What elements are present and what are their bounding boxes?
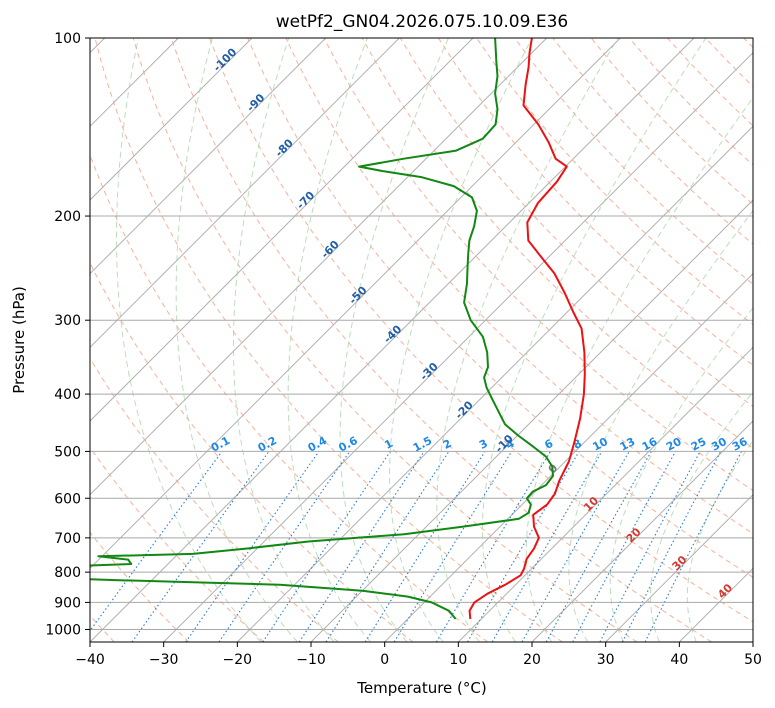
plot-background xyxy=(90,38,753,642)
mixing-ratio-line xyxy=(621,451,722,642)
mixing-ratio-line xyxy=(131,451,270,642)
y-axis-ticks: 100 200 300 400 500 600 700 800 900 1000 xyxy=(45,31,90,638)
mixing-ratio-line xyxy=(644,451,742,642)
y-tick-label: 300 xyxy=(54,313,81,329)
isotherm-line xyxy=(605,493,753,642)
y-tick-label: 200 xyxy=(54,209,81,225)
isotherm-line xyxy=(90,38,253,201)
dry-adiabat-line xyxy=(285,38,753,535)
mixing-ratio-line xyxy=(90,451,223,632)
dry-adiabat-line xyxy=(90,357,339,642)
isotherm-line xyxy=(90,38,548,496)
moist-adiabat-line xyxy=(609,307,753,642)
background-lines xyxy=(90,38,753,642)
isotherm-line xyxy=(384,272,753,642)
mixing-ratio-label: 25 xyxy=(689,435,709,454)
dry-adiabat-line xyxy=(132,38,638,642)
y-tick-label: 600 xyxy=(54,491,81,507)
moist-adiabat-line xyxy=(233,38,335,642)
dry-adiabat-line xyxy=(514,38,753,285)
x-tick-label: −30 xyxy=(149,652,179,668)
moist-adiabat-line xyxy=(116,38,262,642)
moist-adiabat-line xyxy=(525,96,753,642)
x-tick-label: 40 xyxy=(670,652,688,668)
mixing-ratio-label: 16 xyxy=(640,435,660,454)
mixing-ratio-line xyxy=(298,451,425,642)
moist-adiabat-line xyxy=(650,391,753,642)
mixing-ratio-line xyxy=(262,451,391,642)
dry-adiabat-line xyxy=(90,261,414,642)
isotherm-line xyxy=(236,125,753,642)
isotherm-line xyxy=(90,38,621,570)
x-tick-label: 10 xyxy=(449,652,467,668)
x-tick-label: 50 xyxy=(744,652,762,668)
mixing-ratio-label: 30 xyxy=(709,435,729,454)
y-tick-label: 800 xyxy=(54,565,81,581)
y-tick-label: 500 xyxy=(54,444,81,460)
isotherm-line xyxy=(752,641,753,642)
y-tick-label: 100 xyxy=(54,31,81,47)
mixing-ratio-label: 36 xyxy=(730,435,750,454)
mixing-ratio-line xyxy=(325,451,450,642)
mixing-ratio-line xyxy=(545,451,652,642)
mixing-ratio-line xyxy=(572,451,676,642)
x-axis-label: Temperature (°C) xyxy=(356,679,486,697)
dewpoint-profile-line xyxy=(90,38,554,620)
y-axis-label: Pressure (hPa) xyxy=(10,286,28,394)
isotherm-line xyxy=(90,38,400,349)
moist-adiabat-line xyxy=(481,38,707,642)
x-axis-ticks: −40 −30 −20 −10 0 10 20 30 40 50 xyxy=(75,642,762,668)
mixing-ratio-line xyxy=(218,451,351,642)
x-tick-label: −10 xyxy=(296,652,326,668)
moist-adiabat-line xyxy=(175,38,298,642)
sounding-profiles xyxy=(90,38,586,620)
y-tick-label: 400 xyxy=(54,387,81,403)
moist-adiabat-line xyxy=(287,38,371,642)
dry-adiabat-line xyxy=(170,38,712,642)
moist-adiabat-line xyxy=(568,209,753,642)
x-tick-label: 20 xyxy=(523,652,541,668)
x-tick-label: 30 xyxy=(597,652,615,668)
dry-adiabat-line xyxy=(90,531,190,642)
moist-adiabat-line xyxy=(339,38,449,642)
mixing-ratio-label: 13 xyxy=(618,435,638,454)
isotherm-line xyxy=(90,38,695,642)
x-tick-label: −20 xyxy=(223,652,253,668)
mixing-ratio-line xyxy=(521,451,630,642)
plot-frame xyxy=(89,37,754,643)
isotherm-line xyxy=(457,346,753,642)
dry-adiabat-line xyxy=(90,446,264,642)
isotherm-line xyxy=(531,420,753,642)
y-tick-label: 700 xyxy=(54,531,81,547)
pressure-gridlines xyxy=(90,38,753,630)
isotherm-line xyxy=(90,38,474,422)
isotherm-line xyxy=(163,51,753,642)
dry-adiabat-line xyxy=(399,38,753,408)
dry-adiabat-line xyxy=(90,153,488,642)
isotherm-line xyxy=(90,38,327,275)
dry-adiabat-line xyxy=(94,38,563,642)
mixing-ratio-line xyxy=(185,451,320,642)
x-tick-label: −40 xyxy=(75,652,105,668)
moist-adiabat-line xyxy=(436,38,619,642)
dry-adiabat-line xyxy=(209,38,753,623)
chart-title: wetPf2_GN04.2026.075.10.09.E36 xyxy=(276,12,568,32)
y-tick-label: 900 xyxy=(54,595,81,611)
y-tick-label: 1000 xyxy=(45,622,81,638)
mixing-ratio-line xyxy=(393,451,513,642)
mixing-ratio-label: 10 xyxy=(590,435,610,454)
x-tick-label: 0 xyxy=(380,652,389,668)
temperature-profile-line xyxy=(468,38,586,620)
dry-adiabat-line xyxy=(247,38,753,578)
mixing-ratio-label: 20 xyxy=(664,435,684,454)
